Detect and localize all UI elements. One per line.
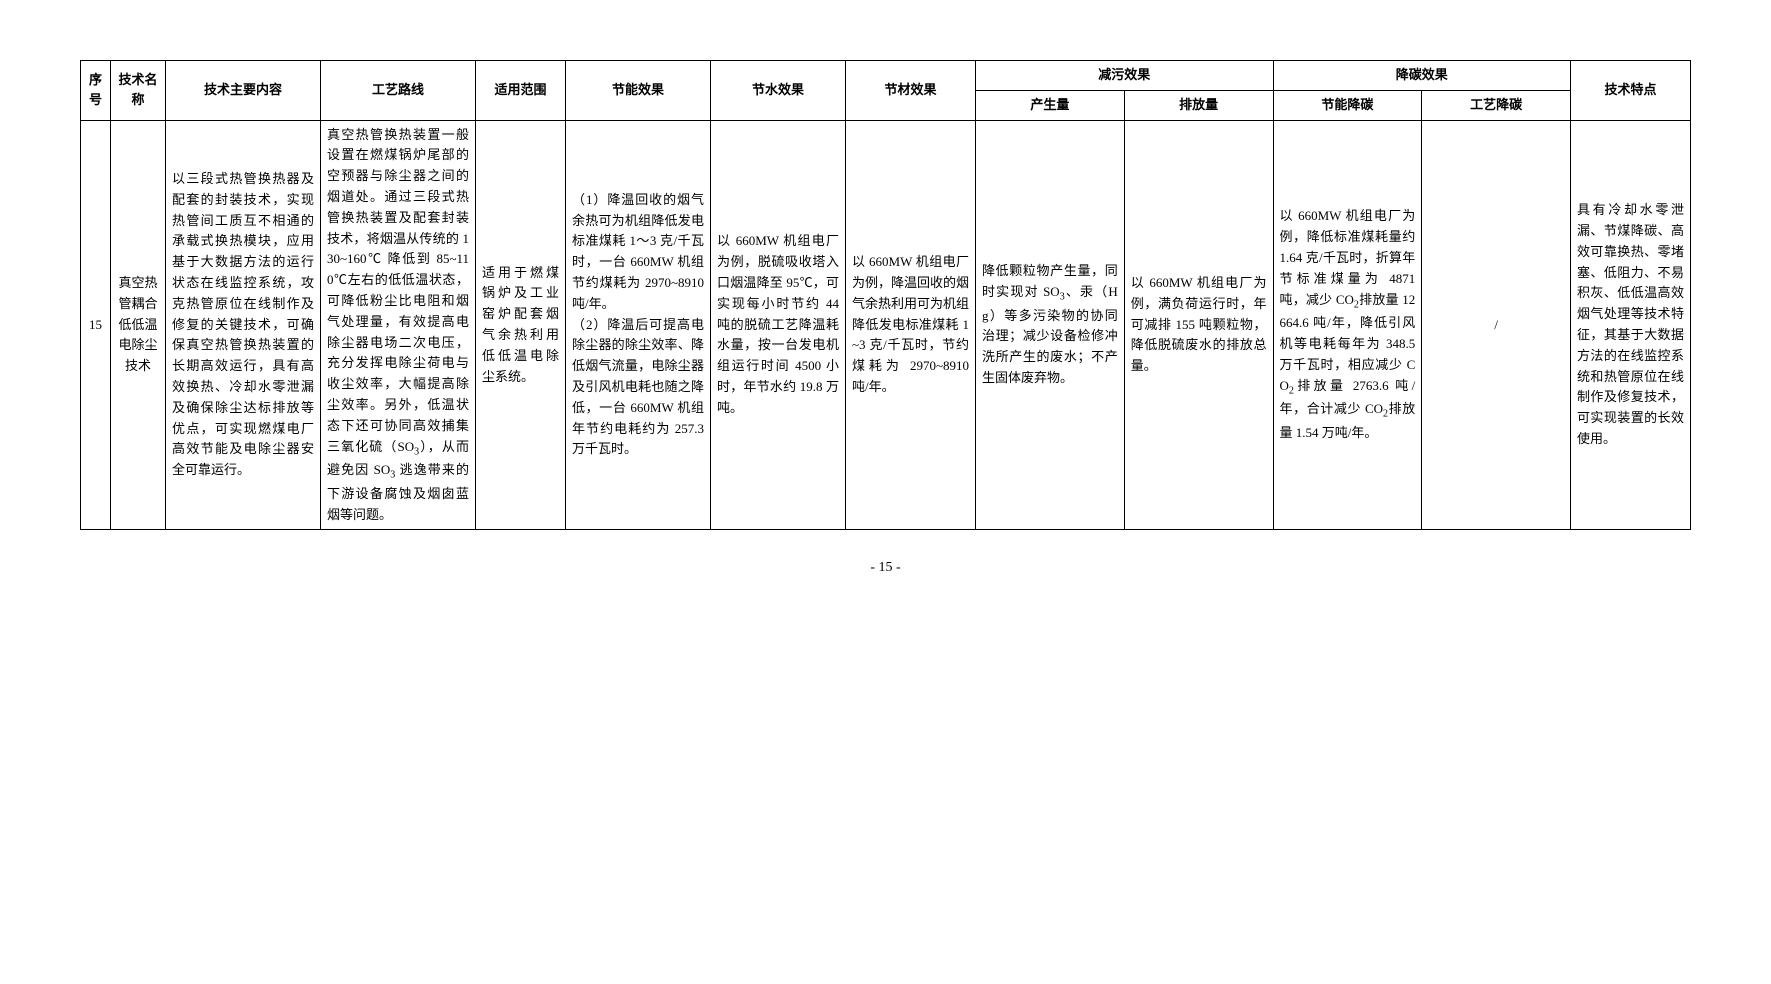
header-process-carbon: 工艺降碳 — [1422, 90, 1571, 120]
cell-tech-feature: 具有冷却水零泄漏、节煤降碳、高效可靠换热、零堵塞、低阻力、不易积灰、低低温高效烟… — [1571, 120, 1691, 530]
header-pollution-reduction: 减污效果 — [976, 61, 1274, 91]
cell-seq: 15 — [81, 120, 111, 530]
header-emit: 排放量 — [1124, 90, 1273, 120]
header-produce: 产生量 — [976, 90, 1125, 120]
page-number: - 15 - — [80, 560, 1691, 576]
header-energy-effect: 节能效果 — [566, 61, 711, 121]
cell-tech-content: 以三段式热管换热器及配套的封装技术，实现热管间工质互不相通的承载式换热模块，应用… — [166, 120, 321, 530]
header-scope: 适用范围 — [476, 61, 566, 121]
cell-produce: 降低颗粒物产生量，同时实现对 SO3、汞（Hg）等多污染物的协同治理；减少设备检… — [976, 120, 1125, 530]
technology-table: 序号 技术名称 技术主要内容 工艺路线 适用范围 节能效果 节水效果 节材效果 … — [80, 60, 1691, 530]
header-energy-carbon: 节能降碳 — [1273, 90, 1422, 120]
cell-material-effect: 以 660MW 机组电厂为例，降温回收的烟气余热利用可为机组降低发电标准煤耗 1… — [846, 120, 976, 530]
header-tech-feature: 技术特点 — [1571, 61, 1691, 121]
header-water-effect: 节水效果 — [711, 61, 846, 121]
header-seq: 序号 — [81, 61, 111, 121]
cell-tech-name: 真空热管耦合低低温电除尘技术 — [111, 120, 166, 530]
header-tech-content: 技术主要内容 — [166, 61, 321, 121]
header-tech-name: 技术名称 — [111, 61, 166, 121]
cell-process: 真空热管换热装置一般设置在燃煤锅炉尾部的空预器与除尘器之间的烟道处。通过三段式热… — [321, 120, 476, 530]
header-material-effect: 节材效果 — [846, 61, 976, 121]
header-row-1: 序号 技术名称 技术主要内容 工艺路线 适用范围 节能效果 节水效果 节材效果 … — [81, 61, 1691, 91]
cell-scope: 适用于燃煤锅炉及工业窑炉配套烟气余热利用低低温电除尘系统。 — [476, 120, 566, 530]
header-carbon-reduction: 降碳效果 — [1273, 61, 1571, 91]
cell-process-carbon: / — [1422, 120, 1571, 530]
cell-water-effect: 以 660MW 机组电厂为例，脱硫吸收塔入口烟温降至 95℃，可实现每小时节约 … — [711, 120, 846, 530]
table-row: 15 真空热管耦合低低温电除尘技术 以三段式热管换热器及配套的封装技术，实现热管… — [81, 120, 1691, 530]
cell-emit: 以 660MW 机组电厂为例，满负荷运行时，年可减排 155 吨颗粒物，降低脱硫… — [1124, 120, 1273, 530]
header-process: 工艺路线 — [321, 61, 476, 121]
cell-energy-effect: （1）降温回收的烟气余热可为机组降低发电标准煤耗 1～3 克/千瓦时，一台 66… — [566, 120, 711, 530]
cell-energy-carbon: 以 660MW 机组电厂为例，降低标准煤耗量约 1.64 克/千瓦时，折算年节标… — [1273, 120, 1422, 530]
